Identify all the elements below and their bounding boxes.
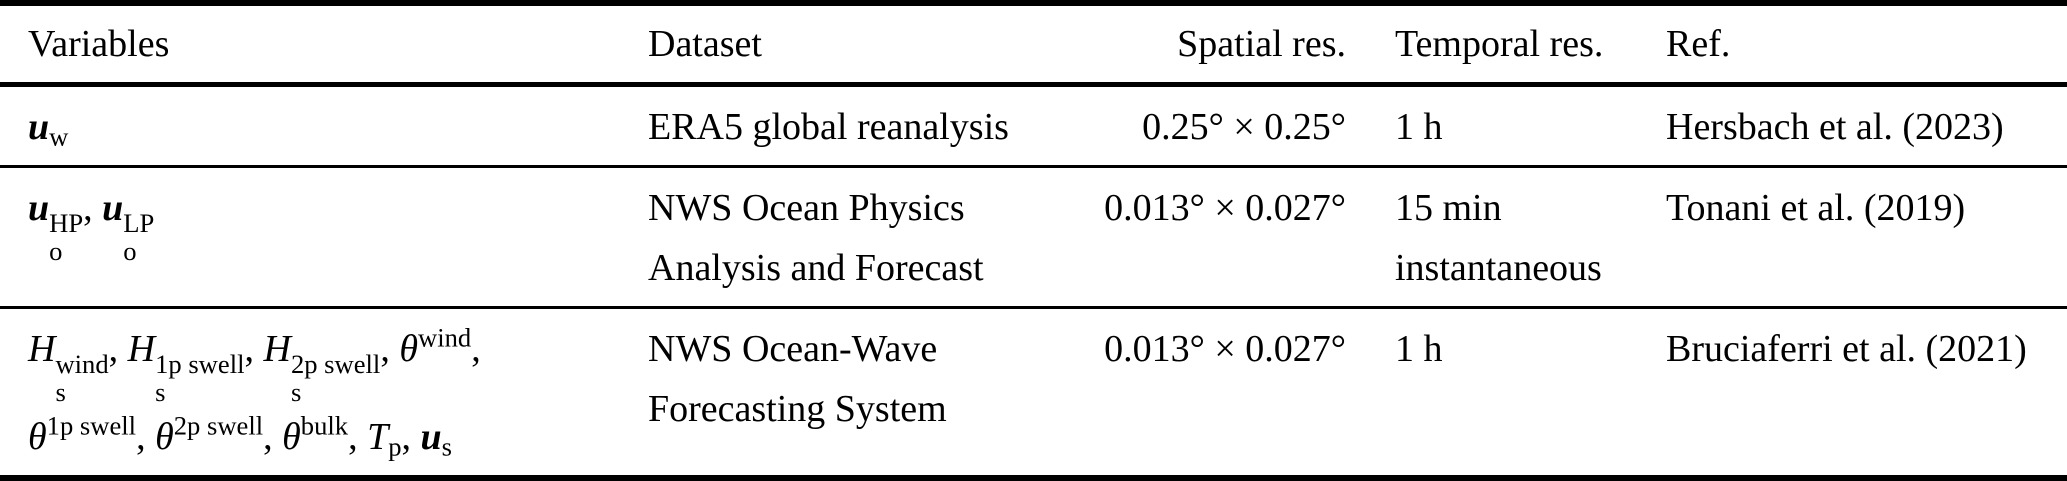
table-header-row: Variables Dataset Spatial res. Temporal … — [0, 3, 2067, 85]
table-row: uw ERA5 global reanalysis 0.25° × 0.25° … — [0, 85, 2067, 167]
math-symbol: H 1p swell s — [127, 328, 245, 408]
math-symbol: uw — [28, 106, 69, 152]
cell-dataset: ERA5 global reanalysis — [632, 85, 1070, 167]
temporal-res-value: 1 h — [1395, 328, 1443, 371]
column-header-ref: Ref. — [1666, 23, 1731, 65]
cell-variables: u HP o, u LP o — [0, 167, 632, 308]
cell-temporal-res: 1 h — [1350, 85, 1660, 167]
variables-math: uw — [28, 106, 69, 152]
cell-dataset: NWS Ocean-Wave Forecasting System — [632, 308, 1070, 478]
spatial-res-value: 0.25° × 0.25° — [1142, 106, 1346, 149]
math-symbol: θbulk — [282, 410, 349, 458]
math-symbol: H 2p swell s — [263, 328, 381, 408]
cell-ref: Bruciaferri et al. (2021) — [1660, 308, 2067, 478]
math-symbol: θ1p swell — [28, 410, 137, 458]
spatial-res-value: 0.013° × 0.027° — [1104, 328, 1346, 371]
math-symbol: θwind — [399, 322, 472, 371]
math-symbol: us — [420, 415, 453, 462]
math-symbol: u HP o — [28, 187, 84, 266]
temporal-res-value: 1 h — [1395, 106, 1443, 149]
cell-ref: Tonani et al. (2019) — [1660, 167, 2067, 308]
cell-temporal-res: 15 min instantaneous — [1350, 167, 1660, 308]
cell-spatial-res: 0.013° × 0.027° — [1070, 308, 1350, 478]
reference-text: Hersbach et al. (2023) — [1666, 106, 2004, 149]
column-header-variables: Variables — [28, 23, 170, 65]
dataset-text: NWS Ocean Physics Analysis and Forecast — [648, 187, 984, 290]
cell-dataset: NWS Ocean Physics Analysis and Forecast — [632, 167, 1070, 308]
reference-text: Tonani et al. (2019) — [1666, 187, 1966, 230]
cell-spatial-res: 0.013° × 0.027° — [1070, 167, 1350, 308]
dataset-text: ERA5 global reanalysis — [648, 106, 1009, 149]
dataset-text: NWS Ocean-Wave Forecasting System — [648, 328, 947, 431]
math-symbol: Tp — [367, 415, 402, 462]
cell-temporal-res: 1 h — [1350, 308, 1660, 478]
spatial-res-value: 0.013° × 0.027° — [1104, 187, 1346, 230]
reference-text: Bruciaferri et al. (2021) — [1666, 328, 2027, 371]
cell-spatial-res: 0.25° × 0.25° — [1070, 85, 1350, 167]
variables-math: u HP o, u LP o — [28, 187, 155, 266]
table-row: u HP o, u LP o NWS Ocean Physics Analysis and… — [0, 167, 2067, 308]
cell-ref: Hersbach et al. (2023) — [1660, 85, 2067, 167]
column-header-spatial-res: Spatial res. — [1177, 23, 1346, 65]
column-header-temporal-res: Temporal res. — [1395, 23, 1604, 65]
cell-variables: uw — [0, 85, 632, 167]
math-symbol: u LP o — [102, 187, 155, 266]
temporal-res-value: 15 min instantaneous — [1395, 187, 1602, 290]
math-symbol: θ2p swell — [155, 410, 264, 458]
column-header-dataset: Dataset — [648, 23, 762, 65]
